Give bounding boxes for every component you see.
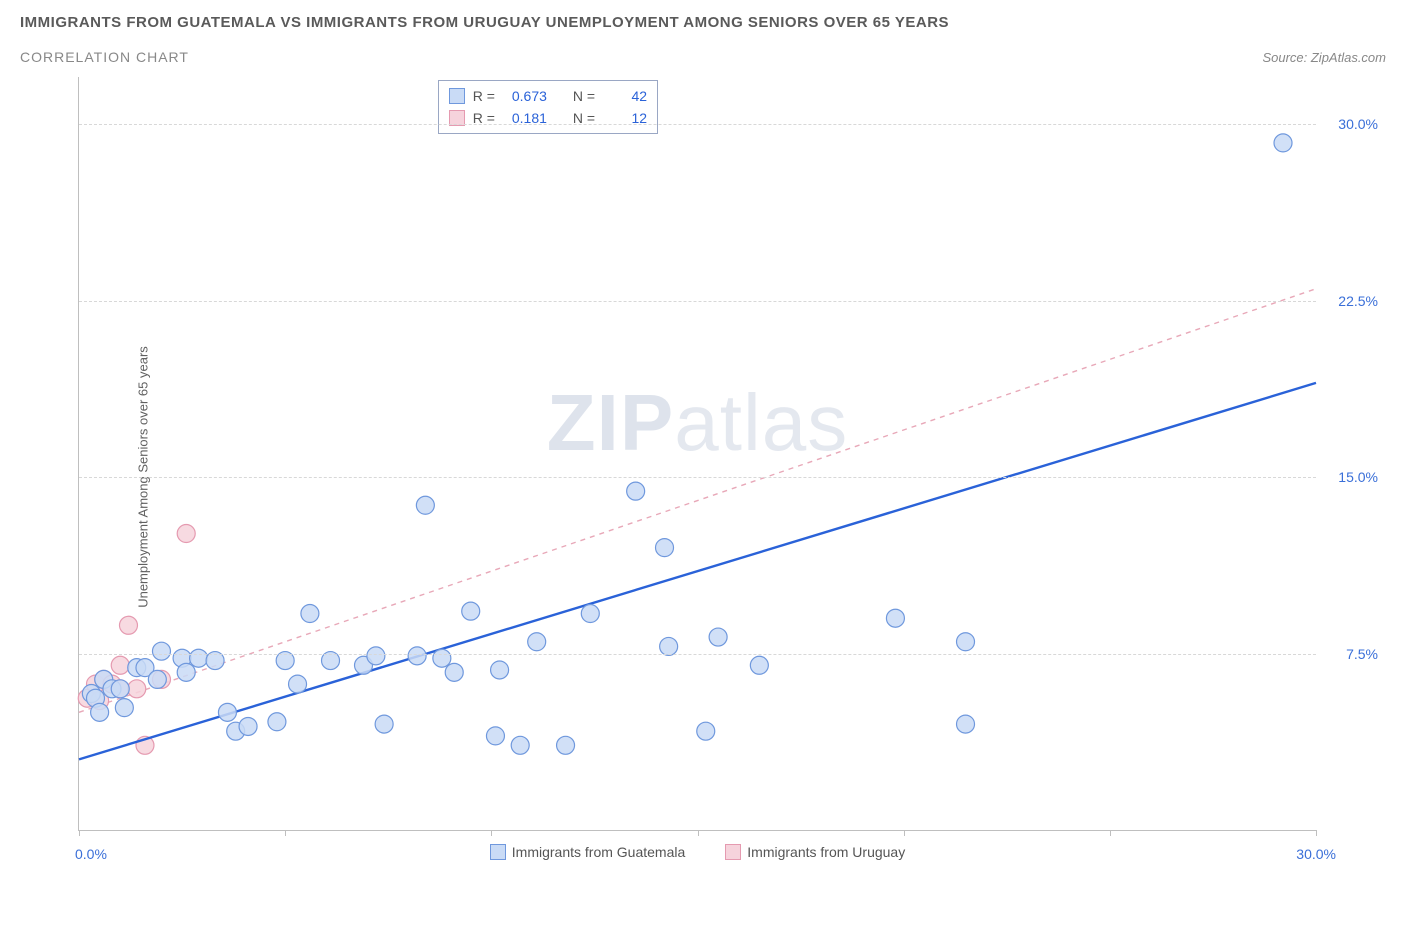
source-name: ZipAtlas.com (1311, 50, 1386, 65)
y-tick-label: 22.5% (1338, 293, 1378, 309)
x-tick (698, 830, 699, 836)
page-title: IMMIGRANTS FROM GUATEMALA VS IMMIGRANTS … (20, 14, 1386, 31)
data-point (627, 482, 645, 500)
data-point (301, 605, 319, 623)
trend-line (79, 289, 1316, 713)
gridline (79, 301, 1316, 302)
data-point (511, 736, 529, 754)
data-point (289, 675, 307, 693)
data-point (416, 496, 434, 514)
swatch-uruguay (725, 844, 741, 860)
data-point (886, 609, 904, 627)
plot-svg (79, 77, 1316, 830)
plot-area: ZIPatlas R = 0.673 N = 42 R = 0.181 N = … (78, 77, 1316, 831)
data-point (190, 649, 208, 667)
x-tick (1110, 830, 1111, 836)
y-tick-label: 30.0% (1338, 116, 1378, 132)
data-point (111, 656, 129, 674)
data-point (119, 616, 137, 634)
gridline (79, 654, 1316, 655)
gridline (79, 124, 1316, 125)
x-tick (491, 830, 492, 836)
data-point (128, 680, 146, 698)
x-tick (285, 830, 286, 836)
data-point (91, 703, 109, 721)
data-point (268, 713, 286, 731)
data-point (177, 525, 195, 543)
data-point (486, 727, 504, 745)
legend-item-guatemala: Immigrants from Guatemala (490, 844, 686, 860)
source-prefix: Source: (1262, 50, 1310, 65)
data-point (1274, 134, 1292, 152)
data-point (152, 642, 170, 660)
source-attribution: Source: ZipAtlas.com (1262, 50, 1386, 65)
legend-item-uruguay: Immigrants from Uruguay (725, 844, 905, 860)
y-tick-label: 15.0% (1338, 469, 1378, 485)
trend-line (79, 383, 1316, 760)
data-point (177, 663, 195, 681)
data-point (218, 703, 236, 721)
data-point (697, 722, 715, 740)
data-point (115, 699, 133, 717)
data-point (462, 602, 480, 620)
data-point (375, 715, 393, 733)
data-point (491, 661, 509, 679)
x-tick (1316, 830, 1317, 836)
x-tick (79, 830, 80, 836)
x-tick (904, 830, 905, 836)
data-point (408, 647, 426, 665)
data-point (557, 736, 575, 754)
data-point (957, 633, 975, 651)
data-point (656, 539, 674, 557)
data-point (433, 649, 451, 667)
series-label-guatemala: Immigrants from Guatemala (512, 844, 686, 860)
gridline (79, 477, 1316, 478)
series-label-uruguay: Immigrants from Uruguay (747, 844, 905, 860)
y-tick-label: 7.5% (1346, 646, 1378, 662)
data-point (445, 663, 463, 681)
data-point (581, 605, 599, 623)
series-legend: Immigrants from Guatemala Immigrants fro… (79, 844, 1316, 860)
data-point (111, 680, 129, 698)
data-point (148, 670, 166, 688)
data-point (709, 628, 727, 646)
data-point (957, 715, 975, 733)
data-point (528, 633, 546, 651)
swatch-guatemala (490, 844, 506, 860)
chart-container: Unemployment Among Seniors over 65 years… (20, 77, 1386, 877)
data-point (750, 656, 768, 674)
data-point (367, 647, 385, 665)
page-subtitle: CORRELATION CHART (20, 49, 189, 65)
data-point (239, 717, 257, 735)
